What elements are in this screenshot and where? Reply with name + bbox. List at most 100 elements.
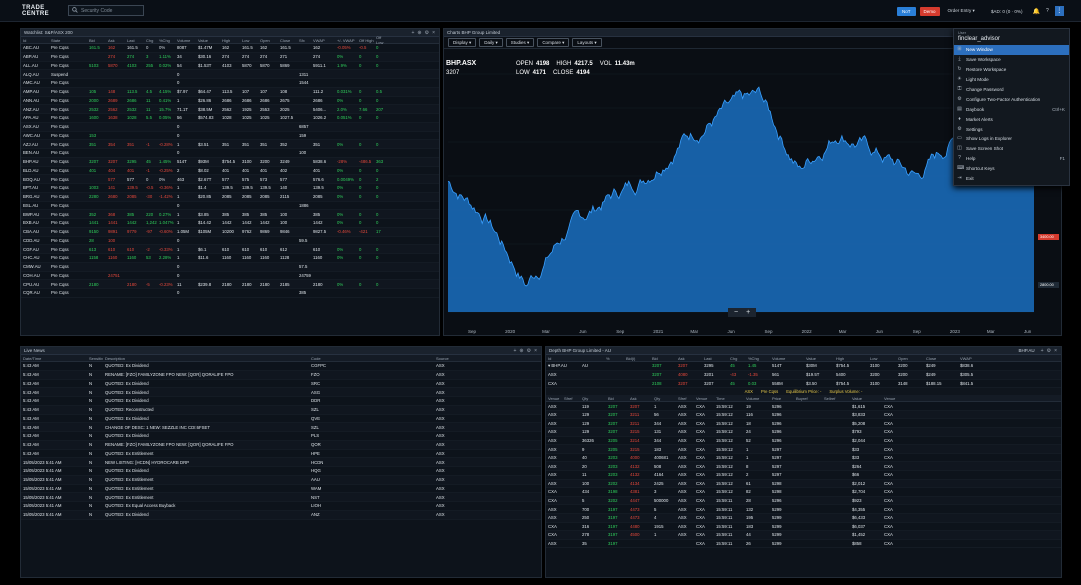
news-row[interactable]: 5:43 AM N RENAME: [FZO] FAMILYZONE FPO NEW… [21,370,541,380]
order-book-row[interactable]: ASX 40 3203 4000 400681 ASX CXA 15:59:12 1 5297 $3… [546,454,1061,463]
watchlist-row[interactable]: COH.AU Pre Cqss 24751 0 24759 [21,272,439,281]
watchlist-row[interactable]: AWC.AU Pre Cqss 153 0 159 [21,132,439,141]
order-book-row[interactable]: CXA 434 3198 4381 3 ASX CXA 15:59:12 82 5298 $2,70… [546,488,1061,497]
watchlist-row[interactable]: ABC.AU Pre Cqss 161.5 162 161.5 0 0% 8087 $1.47M… [21,44,439,53]
menu-item-change-password[interactable]: ⚿ Change Password [954,85,1069,95]
order-book-row[interactable]: CXA 316 3197 4480 1915 ASX CXA 15:59:11 183 5299 $… [546,523,1061,532]
watchlist-row[interactable]: ANZ.AU Pre Cqss 2532 2562 2532 11 15.7% 71.1T $3… [21,105,439,114]
order-book-row[interactable]: CXA 278 3197 4500 1 ASX CXA 15:59:11 44 5299 $1,45… [546,531,1061,540]
watchlist-row[interactable]: BLD.AU Pre Cqss 401 404 401 -1 -0.25% 2 $8.02 401… [21,167,439,176]
watchlist-row[interactable]: CMW.AU Pre Cqss 0 57.5 [21,262,439,272]
watchlist-row[interactable]: ASX.AU Pre Cqss 0 6857 [21,122,439,132]
link-icon[interactable]: ⊕ [417,29,422,36]
news-row[interactable]: 5:43 AM N RENAME: [FZO] FAMILYZONE FPO NEW… [21,440,541,450]
news-row[interactable]: 15/05/2023 5:41 AM N QUOTED: Ex Equal Acce… [21,502,541,511]
order-book-row[interactable]: ASX 100 3202 4134 2425 ASX CXA 15:59:12 61 5298 $2… [546,479,1061,489]
order-book-row[interactable]: ASX 20 3203 4132 508 ASX CXA 15:59:12 8 5297 $264 C… [546,462,1061,471]
menu-item-show-logs-in-explorer[interactable]: ▭ Show Logs in Explorer [954,134,1069,144]
settings-icon[interactable]: ⚙ [424,29,430,36]
studies-dropdown[interactable]: Studies ▾ [505,38,535,47]
menu-item-help[interactable]: ? Help F1 [954,154,1069,164]
watchlist-row[interactable]: BPT.AU Pre Cqss 1003 141 139.5 -0.5 -0.36% 1 $1.… [21,184,439,193]
news-row[interactable]: 15/05/2023 5:41 AM N QUOTED: Ex Dividend HQ… [21,467,541,476]
order-book-row[interactable]: ASX 129 3207 3211 344 ASX CXA 15:59:12 18 5296 $5,… [546,419,1061,429]
demo-button[interactable]: Demo [919,6,940,16]
add-icon[interactable]: + [513,347,517,354]
order-book-row[interactable]: ASX 700 3197 4473 5 ASX CXA 15:59:11 132 5299 $4,3… [546,505,1061,514]
menu-item-exit[interactable]: ⇥ Exit [954,174,1069,184]
watchlist-row[interactable]: BWP.AU Pre Cqss 352 368 385 220 0.27% 1 $3.85 385… [21,210,439,219]
compare-dropdown[interactable]: Compare ▾ [537,38,570,47]
watchlist-row[interactable]: AMP.AU Pre Cqss 105 148 113.5 4.5 4.15% $7.97 $6… [21,87,439,97]
link-icon[interactable]: ⊕ [519,347,524,354]
close-icon[interactable]: × [1054,347,1057,354]
news-row[interactable]: 15/05/2023 5:41 AM N QUOTED: Ex Dividend AN… [21,510,541,520]
watchlist-row[interactable]: BRG.AU Pre Cqss 2280 2680 2085 -30 -1.42% 1 $20.… [21,192,439,202]
watchlist-row[interactable]: BEN.AU Pre Cqss 0 100 [21,149,439,158]
order-book-row[interactable]: ASX 11 3203 4132 4164 ASX CXA 15:59:12 2 5297 $66 C… [546,471,1061,480]
news-row[interactable]: 5:43 AM N QUOTED: Reconstructed SZL ASX [21,405,541,415]
order-book-row[interactable]: ASX 129 3207 3215 131 ASX CXA 15:59:12 24 5296 $79… [546,428,1061,437]
news-row[interactable]: 5:43 AM N CHANGE OF DESC: 1 NEW: SEZZLE IN… [21,423,541,432]
watchlist-row[interactable]: APA.AU Pre Cqss 1600 1638 1028 5.5 0.05% 56 $574… [21,114,439,123]
help-icon[interactable]: ? [1046,8,1049,14]
not-button[interactable]: NoT [897,6,916,16]
order-book-row[interactable]: ASX 250 3197 4473 4 ASX CXA 15:59:11 195 5299 $6,4… [546,513,1061,523]
order-book-row[interactable]: ASX 35 3197 CXA 15:59:11 26 5299 $858 CXA [546,540,1061,549]
menu-item-market-alerts[interactable]: ♦ Market Alerts [954,114,1069,124]
settings-icon[interactable]: ⚙ [1046,347,1052,354]
watchlist-row[interactable]: CPU.AU Pre Cqss 2180 2180 -5 -0.23% 11 $239.8 21… [21,280,439,289]
close-icon[interactable]: × [432,29,435,36]
add-icon[interactable]: + [411,29,415,36]
zoom-in-button[interactable]: + [746,309,751,316]
order-entry-button[interactable]: Order Entry ▾ [947,8,975,13]
order-book-row[interactable]: CXA 5 3202 4447 500000 ASX CXA 15:59:11 28 5296 $9… [546,496,1061,506]
watchlist-row[interactable]: CDD.AU Pre Cqss 28 100 0 59.5 [21,237,439,246]
depth-row[interactable]: CXA 2108 3207 3207 45 0.03 558M $3.50 $754.5 3100… [546,380,1061,389]
order-book-row[interactable]: ASX 119 3207 3207 1 ASX CXA 15:59:12 19 5296 $1,61… [546,402,1061,411]
settings-icon[interactable]: ⚙ [526,347,532,354]
watchlist-row[interactable]: ANN.AU Pre Cqss 2000 2689 2686 11 0.41% 1 $26.86… [21,97,439,106]
menu-item-save-screen-shot[interactable]: ◫ Save Screen Shot [954,144,1069,154]
news-row[interactable]: 15/05/2023 5:41 AM N NEW LISTING: [HCDN] H… [21,458,541,467]
news-row[interactable]: 5:43 AM N QUOTED: Ex Dividend ASG ASX [21,388,541,397]
news-row[interactable]: 5:43 AM N QUOTED: Ex Dividend DDR ASX [21,397,541,406]
news-row[interactable]: 5:43 AM N QUOTED: Ex Dividend SRC ASX [21,380,541,389]
watchlist-row[interactable]: AZJ.AU Pre Cqss 351 354 351 -1 -0.28% 1 $3.51 351… [21,140,439,149]
menu-item-restore-workspace[interactable]: ↻ Restore Workspace [954,65,1069,75]
depth-symbol-tag[interactable]: BHP.AU [1018,348,1035,353]
order-book-row[interactable]: ASX 9 3205 3215 183 ASX CXA 15:59:12 1 5297 $33 CXA [546,445,1061,454]
watchlist-row[interactable]: CQR.AU Pre Cqss 0 385 [21,289,439,298]
menu-item-settings[interactable]: ⚙ Settings [954,124,1069,134]
news-row[interactable]: 15/05/2023 5:41 AM N QUOTED: Ex Entitlemen… [21,475,541,485]
watchlist-row[interactable]: ABP.AU Pre Cqss 274 274 3 1.11% 34 $30.16 274 274… [21,52,439,62]
add-icon[interactable]: + [1040,347,1044,354]
layouts-dropdown[interactable]: Layouts ▾ [572,38,602,47]
watchlist-row[interactable]: BXB.AU Pre Cqss 1441 1441 1442 1,242 1.047% 1 $1… [21,219,439,228]
bell-icon[interactable]: 🔔 [1032,8,1040,15]
news-row[interactable]: 5:43 AM N QUOTED: Ex Entitlement HPE ASX [21,450,541,459]
news-row[interactable]: 15/05/2023 5:41 AM N QUOTED: Ex Entitlemen… [21,485,541,494]
news-row[interactable]: 15/05/2023 5:41 AM N QUOTED: Ex Entitlemen… [21,493,541,502]
close-icon[interactable]: × [534,347,537,354]
menu-item-light-mode[interactable]: ☀ Light Mode [954,75,1069,85]
news-row[interactable]: 5:43 AM N QUOTED: Ex Dividend CGFPC ASX [21,362,541,371]
watchlist-row[interactable]: CHC.AU Pre Cqss 1158 1160 1160 53 2.28% 1 $11.6 1… [21,254,439,263]
watchlist-row[interactable]: BOQ.AU Pre Cqss 577 577 0 0% 463 $2.67T 577 575 57… [21,175,439,184]
order-book-row[interactable]: ASX 129 3207 3211 56 ASX CXA 15:59:12 116 5296 $3,… [546,410,1061,420]
menu-item-configure-two-factor-authentication[interactable]: ⚙ Configure Two-Factor Authentication [954,94,1069,104]
menu-item-shortcut-keys[interactable]: ⌨ Shortcut Keys [954,164,1069,174]
menu-item-save-workspace[interactable]: ⤓ Save Workspace [954,55,1069,65]
news-row[interactable]: 5:43 AM N QUOTED: Ex Dividend PLS ASX [21,432,541,441]
watchlist-row[interactable]: CGF.AU Pre Cqss 613 610 610 -2 -0.33% 1 $6.1 610 6… [21,245,439,254]
watchlist-row[interactable]: AMC.AU Pre Cqss 0 1544 [21,79,439,88]
menu-item-new-window[interactable]: ⊞ New Window [954,45,1069,55]
main-menu-button[interactable]: ⋮ [1054,6,1064,16]
watchlist-row[interactable]: BHP.AU Pre Cqss 3207 3207 3295 45 1.45% 514T $93… [21,157,439,167]
order-book-row[interactable]: ASX 36326 3205 3214 344 ASX CXA 15:59:12 52 5296 $… [546,437,1061,446]
security-search-input[interactable]: Security Code [68,5,144,16]
watchlist-row[interactable]: ALQ.AU Suspend 0 1311 [21,70,439,79]
news-row[interactable]: 5:43 AM N QUOTED: Ex Dividend QVE ASX [21,415,541,424]
watchlist-row[interactable]: CBA.AU Pre Cqss 9150 9891 9779 -97 -0.60% 1.05M… [21,227,439,237]
interval-dropdown[interactable]: Daily ▾ [479,38,503,47]
